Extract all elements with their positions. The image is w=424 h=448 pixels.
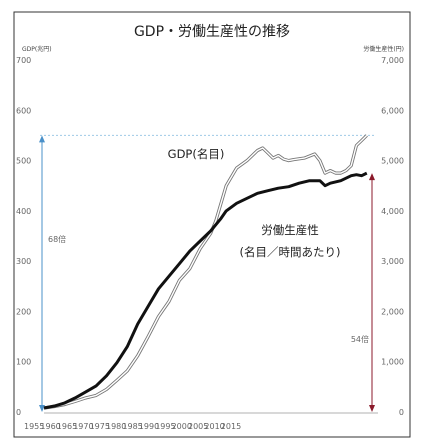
left-tick-label: 100 (16, 358, 31, 367)
left-tick-label: 700 (16, 56, 31, 65)
left-tick-label: 200 (16, 307, 31, 316)
productivity-ratio-label: 54倍 (351, 334, 369, 344)
x-tick-label: 1955 (24, 422, 44, 431)
right-tick-label: 1,000 (381, 358, 404, 367)
productivity-ratio-arrow-head-down (369, 405, 375, 412)
x-tick-label: 2015 (221, 422, 241, 431)
x-tick-label: 1985 (122, 422, 142, 431)
productivity-series-label-line2: (名目／時間あたり) (240, 245, 341, 259)
productivity-line (43, 171, 368, 410)
x-tick-label: 1980 (106, 422, 126, 431)
right-tick-label: 0 (399, 408, 404, 417)
left-tick-label: 0 (16, 408, 21, 417)
left-tick-label: 400 (16, 207, 31, 216)
x-tick-label: 1970 (73, 422, 93, 431)
x-tick-label: 1965 (57, 422, 77, 431)
productivity-ratio-arrow-head-up (369, 173, 375, 181)
x-tick-label: 1960 (40, 422, 60, 431)
x-tick-label: 1990 (139, 422, 159, 431)
chart-title: GDP・労働生産性の推移 (134, 24, 290, 40)
x-tick-label: 1975 (90, 422, 110, 431)
right-tick-label: 6,000 (381, 106, 404, 115)
left-tick-label: 600 (16, 106, 31, 115)
left-axis-unit-label: GDP(兆円) (22, 45, 52, 53)
productivity-series-label-line1: 労働生産性 (261, 223, 319, 237)
gdp-series-label: GDP(名目) (168, 147, 225, 161)
right-tick-label: 7,000 (381, 56, 404, 65)
chart-frame (13, 11, 411, 438)
gdp-ratio-label: 68倍 (48, 234, 66, 244)
right-tick-label: 4,000 (381, 207, 404, 216)
x-tick-label: 2005 (188, 422, 208, 431)
x-tick-label: 1995 (155, 422, 175, 431)
left-tick-label: 500 (16, 157, 31, 166)
right-tick-label: 3,000 (381, 257, 404, 266)
gdp-ratio-arrow-head-up (39, 135, 45, 143)
right-axis-unit-label: 労働生産性(円) (363, 45, 404, 53)
right-tick-label: 5,000 (381, 157, 404, 166)
x-tick-label: 2000 (172, 422, 192, 431)
left-tick-label: 300 (16, 257, 31, 266)
gdp-line (43, 134, 368, 409)
gdp-ratio-arrow-head-down (39, 405, 45, 412)
gdp-line-outline (43, 134, 368, 410)
x-tick-label: 2010 (204, 422, 224, 431)
right-tick-label: 2,000 (381, 307, 404, 316)
